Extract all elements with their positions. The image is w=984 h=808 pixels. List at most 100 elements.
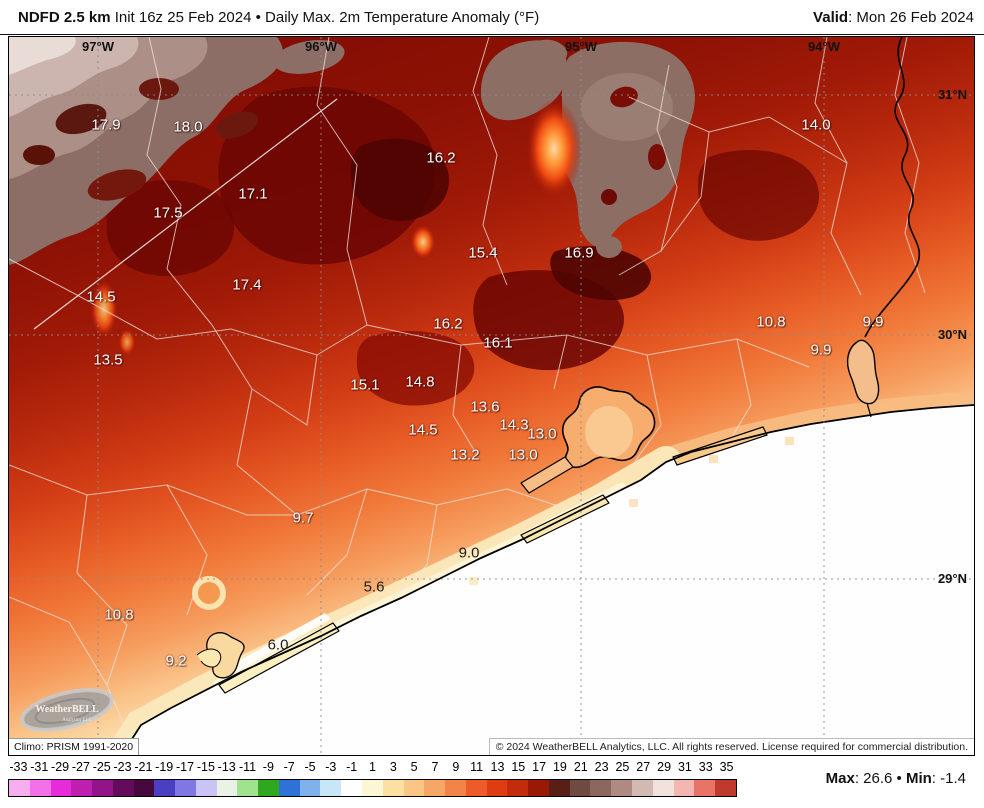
- temp-label: 15.1: [350, 376, 380, 394]
- west-bay: [520, 456, 574, 494]
- colorbar-cell: [278, 780, 300, 796]
- colorbar: [8, 779, 737, 797]
- colorbar-tick: -17: [176, 760, 195, 774]
- colorbar-cell: [465, 780, 487, 796]
- sabine-river: [864, 37, 920, 338]
- bolivar-peninsula: [672, 426, 768, 466]
- colorbar-tick: -25: [92, 760, 111, 774]
- colorbar-cell: [528, 780, 549, 796]
- colorbar-tick: -7: [283, 760, 295, 774]
- colorbar-tick: 31: [677, 760, 692, 774]
- temp-label: 16.2: [433, 315, 463, 333]
- temp-label: 14.3: [499, 416, 529, 434]
- colorbar-cell: [9, 780, 30, 796]
- temp-label: 13.6: [470, 398, 500, 416]
- temp-label: 9.7: [292, 509, 314, 527]
- map-svg: [9, 37, 974, 755]
- colorbar-tick: 25: [615, 760, 630, 774]
- colorbar-cell: [424, 780, 446, 796]
- temp-label: 16.1: [483, 334, 513, 352]
- valid-label: Valid: [813, 8, 849, 26]
- valid-time: Valid: Mon 26 Feb 2024: [813, 9, 974, 26]
- colorbar-tick: 21: [573, 760, 588, 774]
- colorbar-cell: [71, 780, 93, 796]
- colorbar-tick: -31: [30, 760, 49, 774]
- lat-label: 31°N: [937, 87, 967, 102]
- colorbar-cell: [175, 780, 196, 796]
- colorbar-tick: -15: [196, 760, 215, 774]
- max-min-readout: Max: 26.6 • Min: -1.4: [825, 770, 966, 787]
- colorbar-tick: 17: [532, 760, 547, 774]
- temp-label: 9.0: [458, 544, 480, 562]
- colorbar-tick: 11: [470, 760, 484, 774]
- temp-label: 13.5: [93, 351, 123, 369]
- colorbar-tick: 9: [452, 760, 460, 774]
- colorbar-tick: 13: [490, 760, 505, 774]
- colorbar-cell: [92, 780, 113, 796]
- hotspots: [90, 99, 582, 610]
- temp-label: 16.9: [564, 244, 594, 262]
- temp-label: 16.2: [426, 149, 456, 167]
- colorbar-tick: -1: [346, 760, 358, 774]
- colorbar-cell: [112, 780, 134, 796]
- colorbar-tick: -21: [134, 760, 153, 774]
- logo-subtext: Analytics LLC: [62, 718, 93, 723]
- colorbar-tick: 7: [431, 760, 439, 774]
- colorbar-cell: [299, 780, 321, 796]
- colorbar-cell: [673, 780, 695, 796]
- temp-label: 9.9: [862, 313, 884, 331]
- colorbar-cell: [341, 780, 363, 796]
- county-borders: [9, 37, 926, 738]
- lat-label: 29°N: [937, 571, 967, 586]
- header-bar: NDFD 2.5 km Init 16z 25 Feb 2024 • Daily…: [0, 0, 984, 35]
- colorbar-cell: [611, 780, 632, 796]
- colorbar-tick: -5: [304, 760, 316, 774]
- colorbar-tick: -29: [51, 760, 70, 774]
- temp-label: 14.0: [801, 116, 831, 134]
- page-title: NDFD 2.5 km Init 16z 25 Feb 2024 • Daily…: [18, 9, 539, 26]
- colorbar-cell: [154, 780, 176, 796]
- colorbar-tick: -19: [155, 760, 174, 774]
- colorbar-cell: [403, 780, 425, 796]
- sea: [121, 405, 974, 755]
- colorbar-tick-labels: -33 -31 -29 -27 -25 -23 -21 -19 -17 -15 -13 -11 -9 -7…: [8, 760, 737, 774]
- coastline: [120, 404, 974, 755]
- temp-label: 17.9: [91, 116, 121, 134]
- colorbar-tick: -9: [262, 760, 274, 774]
- colorbar-tick: 27: [636, 760, 651, 774]
- colorbar-cell: [631, 780, 653, 796]
- colorbar-cell: [258, 780, 279, 796]
- max-value: 26.6: [863, 770, 893, 787]
- colorbar-tick: -11: [238, 760, 257, 774]
- colorbar-tick: -3: [325, 760, 337, 774]
- temp-label: 14.5: [408, 421, 438, 439]
- colorbar-cell: [548, 780, 570, 796]
- temp-label: 14.5: [86, 288, 116, 306]
- colorbar-cell: [715, 780, 736, 796]
- colorbar-tick: 5: [410, 760, 418, 774]
- colorbar-cell: [445, 780, 466, 796]
- colorbar-tick: 29: [657, 760, 672, 774]
- colorbar-cell: [29, 780, 51, 796]
- max-label: Max: [825, 770, 855, 787]
- colorbar-cell: [694, 780, 716, 796]
- temp-label: 18.0: [173, 118, 203, 136]
- colorbar-cell: [569, 780, 591, 796]
- sabine-lake: [846, 339, 880, 405]
- graticule: [9, 37, 974, 755]
- colorbar-cell: [382, 780, 404, 796]
- lon-label: 96°W: [305, 39, 337, 54]
- temp-label: 17.5: [153, 204, 183, 222]
- temp-label: 17.4: [232, 276, 262, 294]
- lat-label: 30°N: [937, 327, 967, 342]
- map-frame: 97°W 96°W 95°W 94°W 31°N 30°N 29°N 17.9 18.0 16…: [8, 36, 975, 756]
- colorbar-tick: -33: [9, 760, 28, 774]
- colorbar-tick: -27: [71, 760, 90, 774]
- colorbar-cell: [237, 780, 259, 796]
- colorbar-tick: -13: [217, 760, 236, 774]
- colorbar-cell: [195, 780, 217, 796]
- temp-label: 14.8: [405, 373, 435, 391]
- colorbar-cell: [652, 780, 674, 796]
- colorbar-tick: 35: [719, 760, 734, 774]
